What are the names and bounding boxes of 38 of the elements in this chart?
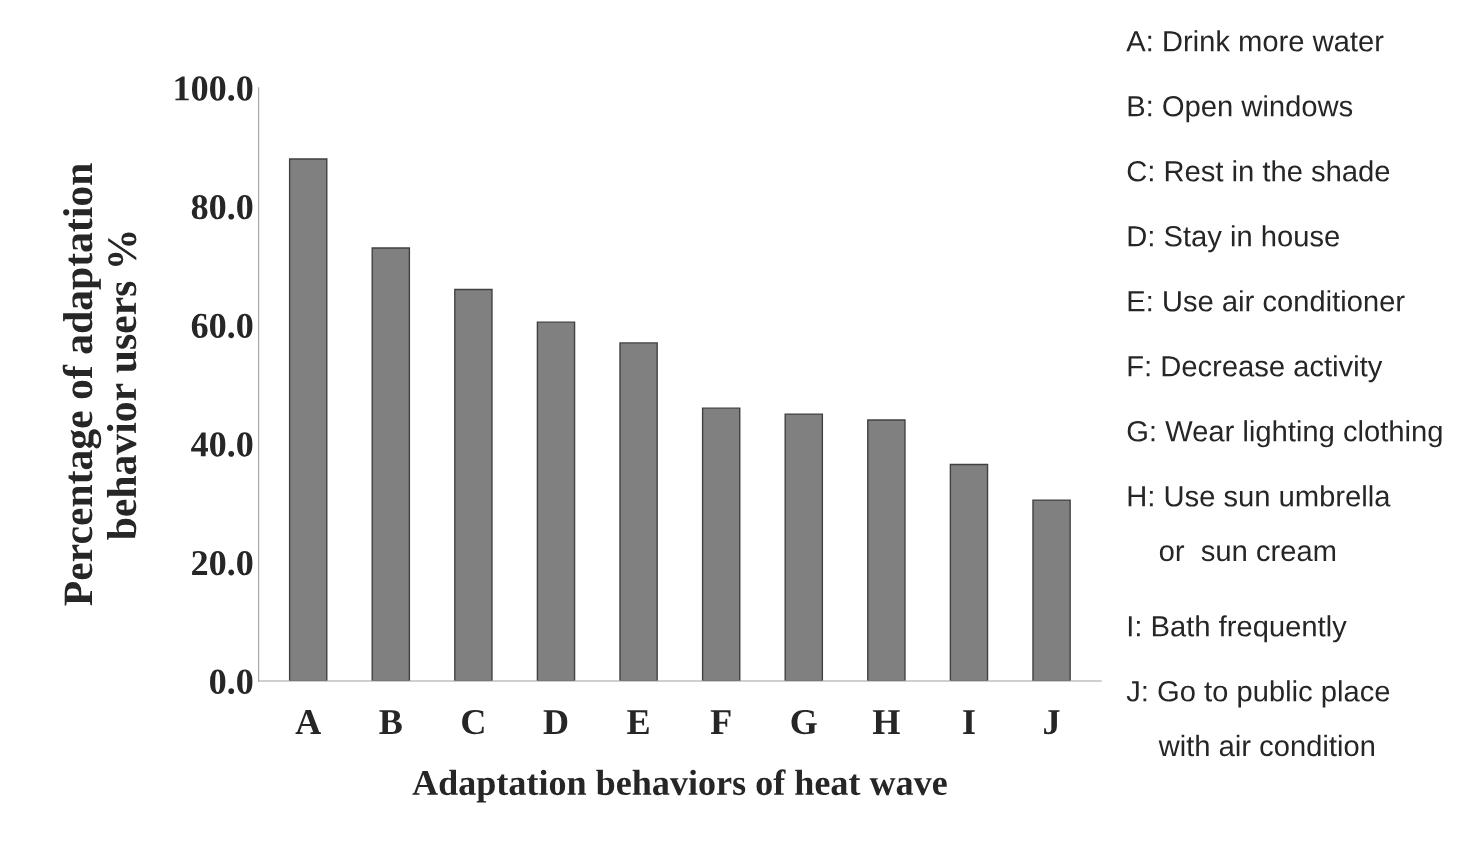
- x-tick-label: D: [543, 710, 568, 734]
- text: H: Use sun umbrella or sun cream: [1128, 485, 1391, 562]
- x-tick-label: I: [963, 710, 975, 734]
- text: J: Go to public place with air condition: [1126, 680, 1390, 757]
- text: F: Decrease activity: [1128, 355, 1383, 383]
- bar: [288, 158, 328, 682]
- y-tick-label: 60.0: [191, 313, 253, 339]
- bar: [1032, 499, 1071, 682]
- y-axis-title: Percentage of adaptation behavior users %: [62, 163, 137, 606]
- x-tick-label: A: [295, 710, 321, 734]
- bar: [371, 247, 411, 682]
- text: I: Bath frequently: [1128, 615, 1347, 643]
- bar: [784, 413, 824, 682]
- y-tick-label: 20.0: [192, 550, 253, 576]
- text: E: Use air conditioner: [1128, 290, 1405, 312]
- x-tick-label: F: [710, 710, 731, 734]
- bar: [619, 342, 658, 682]
- x-tick-label: J: [1044, 710, 1060, 735]
- x-tick-label: G: [791, 709, 817, 735]
- y-tick-label: 100.0: [175, 76, 253, 101]
- x-tick-label: E: [627, 710, 649, 734]
- bar: [454, 288, 493, 682]
- text: D: Stay in house: [1128, 225, 1339, 253]
- text: C: Rest in the shade: [1127, 160, 1390, 182]
- text: A: Drink more water: [1126, 30, 1384, 52]
- bar: [949, 463, 989, 682]
- bar: [701, 407, 741, 682]
- text: B: Open windows: [1128, 95, 1353, 123]
- bar: [867, 419, 906, 682]
- x-tick-label: C: [462, 709, 484, 735]
- x-axis-title: Adaptation behaviors of heat wave: [412, 769, 947, 803]
- y-tick-label: 80.0: [191, 194, 253, 220]
- text: G: Wear lighting clothing: [1127, 420, 1442, 448]
- y-tick-label: 40.0: [191, 432, 253, 457]
- y-tick-label: 0.0: [210, 669, 253, 695]
- x-tick-label: H: [872, 710, 900, 734]
- bar: [536, 321, 576, 682]
- x-tick-label: B: [379, 710, 402, 734]
